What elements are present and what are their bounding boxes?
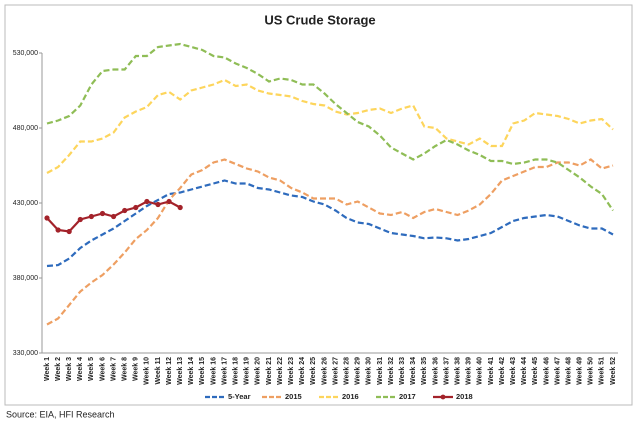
- series-marker: [99, 210, 106, 217]
- legend-label: 5-Year: [228, 392, 251, 401]
- x-tick-label: Week 19: [244, 357, 251, 385]
- series-marker: [177, 204, 183, 211]
- x-tick-label: Week 51: [599, 357, 606, 385]
- chart-frame: [4, 4, 633, 406]
- series-marker: [88, 213, 94, 220]
- x-tick-label: Week 22: [277, 357, 284, 385]
- legend-label: 2015: [285, 392, 302, 401]
- x-tick-label: Week 10: [144, 357, 151, 385]
- series-line: [46, 78, 614, 174]
- x-tick-label: Week 11: [155, 357, 162, 385]
- x-tick-label: Week 38: [454, 357, 461, 385]
- x-tick-label: Week 36: [432, 357, 439, 385]
- series-marker: [55, 227, 61, 233]
- x-tick-label: Week 41: [488, 357, 495, 385]
- series-marker: [166, 198, 172, 205]
- x-tick-label: Week 28: [343, 357, 350, 385]
- x-tick-label: Week 25: [310, 357, 317, 385]
- x-tick-label: Week 43: [510, 357, 517, 385]
- legend-marker: [440, 394, 446, 400]
- series-marker: [77, 216, 83, 223]
- x-tick-label: Week 6: [99, 357, 106, 381]
- x-tick-label: Week 23: [288, 357, 295, 385]
- legend-label: 2018: [456, 392, 473, 401]
- x-tick-label: Week 52: [610, 357, 617, 385]
- x-tick-label: Week 21: [266, 357, 273, 385]
- x-tick-label: Week 32: [388, 357, 395, 385]
- chart-title: US Crude Storage: [264, 12, 375, 27]
- x-tick-label: Week 45: [532, 357, 539, 385]
- x-tick-label: Week 14: [188, 357, 195, 385]
- x-tick-label: Week 30: [366, 357, 373, 385]
- x-tick-label: Week 27: [332, 357, 339, 385]
- x-tick-label: Week 50: [588, 357, 595, 385]
- y-tick-label: 330,000: [13, 350, 38, 357]
- x-tick-label: Week 33: [399, 357, 406, 385]
- x-tick-label: Week 48: [565, 357, 572, 385]
- x-tick-label: Week 46: [543, 357, 550, 385]
- series-marker: [110, 213, 117, 220]
- x-tick-label: Week 4: [77, 357, 84, 381]
- x-tick-label: Week 16: [210, 357, 217, 385]
- series-marker: [44, 215, 50, 221]
- x-tick-label: Week 18: [233, 357, 240, 385]
- x-tick-label: Week 20: [255, 357, 262, 385]
- legend-label: 2017: [399, 392, 416, 401]
- x-tick-label: Week 7: [110, 357, 117, 381]
- x-tick-label: Week 15: [199, 357, 206, 385]
- x-tick-label: Week 2: [55, 357, 62, 381]
- x-tick-label: Week 40: [477, 357, 484, 385]
- series-marker: [144, 198, 150, 205]
- series-marker: [122, 207, 128, 214]
- series-line: [46, 158, 614, 326]
- series-line: [46, 42, 614, 212]
- x-tick-label: Week 44: [521, 357, 528, 385]
- x-tick-label: Week 35: [421, 357, 428, 385]
- x-tick-label: Week 37: [443, 357, 450, 385]
- x-tick-label: Week 39: [466, 357, 473, 385]
- x-tick-label: Week 9: [133, 357, 140, 381]
- x-tick-label: Week 5: [88, 357, 95, 381]
- x-tick-label: Week 12: [166, 357, 173, 385]
- x-tick-label: Week 8: [122, 357, 129, 381]
- x-tick-label: Week 3: [66, 357, 73, 381]
- x-tick-label: Week 1: [44, 357, 51, 381]
- x-tick-label: Week 29: [355, 357, 362, 385]
- y-tick-label: 530,000: [13, 50, 38, 57]
- x-tick-label: Week 42: [499, 357, 506, 385]
- series-marker: [133, 204, 139, 211]
- x-tick-label: Week 31: [377, 357, 384, 385]
- series-marker: [155, 201, 161, 208]
- source-note: Source: EIA, HFI Research: [6, 409, 115, 419]
- series-line: [46, 179, 614, 268]
- x-tick-label: Week 47: [554, 357, 561, 385]
- y-tick-label: 480,000: [13, 125, 38, 132]
- series-marker: [66, 228, 72, 235]
- y-tick-label: 430,000: [13, 200, 38, 207]
- x-tick-label: Week 24: [299, 357, 306, 385]
- legend-label: 2016: [342, 392, 359, 401]
- x-tick-label: Week 13: [177, 357, 184, 385]
- x-tick-label: Week 26: [321, 357, 328, 385]
- x-tick-label: Week 34: [410, 357, 417, 385]
- x-tick-label: Week 49: [577, 357, 584, 385]
- x-tick-label: Week 17: [221, 357, 228, 385]
- y-tick-label: 380,000: [13, 275, 38, 282]
